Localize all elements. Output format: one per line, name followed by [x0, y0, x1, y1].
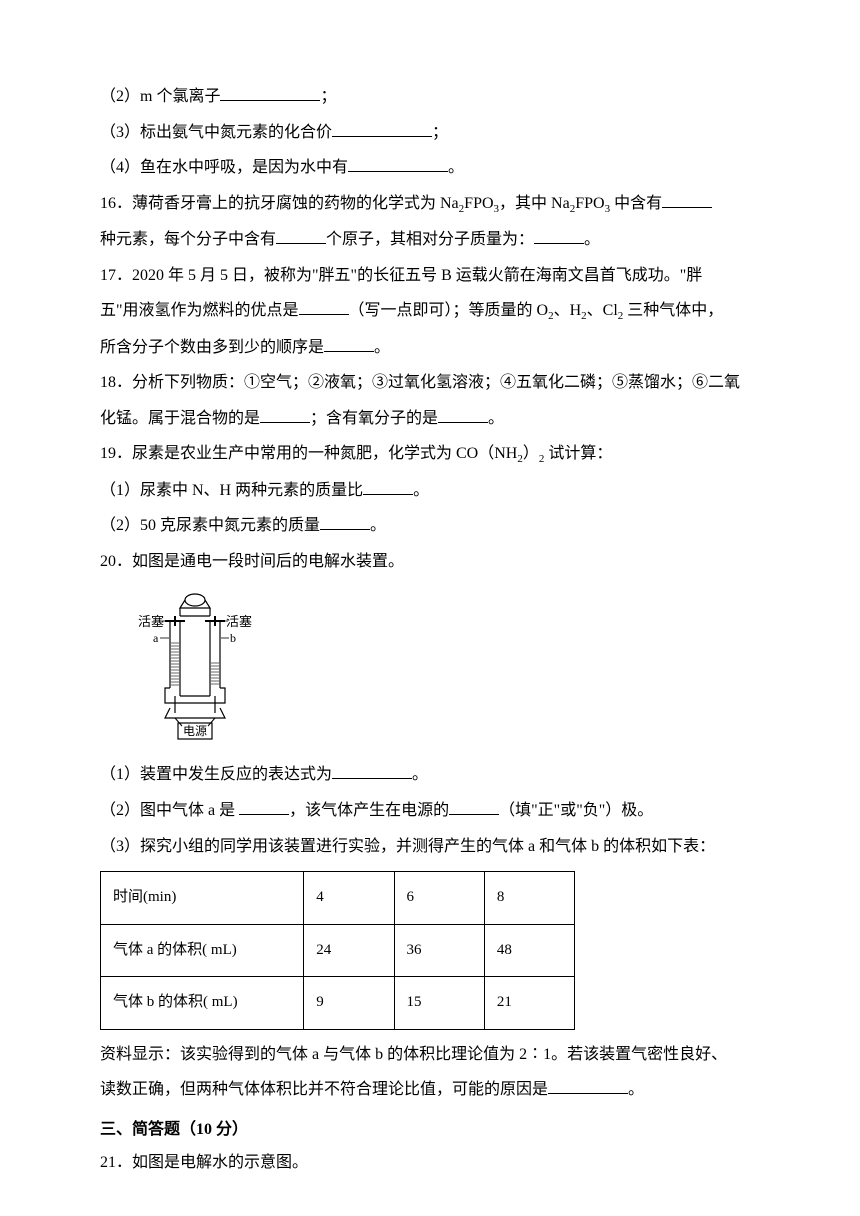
stopper-label-left: 活塞 [138, 614, 164, 629]
q15-part2-text: （2）m 个氯离子 [100, 88, 220, 105]
q15-part4-text: （4）鱼在水中呼吸，是因为水中有 [100, 159, 348, 176]
blank [548, 1078, 628, 1094]
q16-line1: 16．薄荷香牙膏上的抗牙腐蚀的药物的化学式为 Na2FPO3，其中 Na2FPO… [100, 187, 760, 221]
q17-line1: 17．2020 年 5 月 5 日，被称为"胖五"的长征五号 B 运载火箭在海南… [100, 259, 760, 293]
stopper-label-right: 活塞 [226, 614, 252, 629]
blank [332, 121, 432, 137]
q20-part3: （3）探究小组的同学用该装置进行实验，并测得产生的气体 a 和气体 b 的体积如… [100, 830, 760, 864]
power-label: 电源 [183, 724, 207, 738]
cell: 48 [484, 924, 574, 977]
cell: 21 [484, 977, 574, 1030]
cell-gas-b-header: 气体 b 的体积( mL) [101, 977, 304, 1030]
q16-prefix: 16．薄荷香牙膏上的抗牙腐蚀的药物的化学式为 Na [100, 195, 459, 212]
blank [239, 799, 289, 815]
blank [299, 299, 349, 315]
q17-line2: 五"用液氢作为燃料的优点是（写一点即可）；等质量的 O2、H2、Cl2 三种气体… [100, 294, 760, 328]
cell: 9 [304, 977, 394, 1030]
semi: ； [320, 88, 336, 105]
cell: 36 [394, 924, 484, 977]
cell: 8 [484, 872, 574, 925]
blank [260, 407, 310, 423]
q18-line1: 18．分析下列物质：①空气；②液氧；③过氧化氢溶液；④五氧化二磷；⑤蒸馏水；⑥二… [100, 366, 760, 400]
q19-part1: （1）尿素中 N、H 两种元素的质量比。 [100, 474, 760, 508]
cell: 4 [304, 872, 394, 925]
q18-line2: 化锰。属于混合物的是；含有氧分子的是。 [100, 402, 760, 436]
table-row: 时间(min) 4 6 8 [101, 872, 575, 925]
q17-line3: 所含分子个数由多到少的顺序是。 [100, 331, 760, 365]
gas-volume-table: 时间(min) 4 6 8 气体 a 的体积( mL) 24 36 48 气体 … [100, 871, 575, 1030]
blank [449, 799, 499, 815]
blank [438, 407, 488, 423]
q20-part1: （1）装置中发生反应的表达式为。 [100, 758, 760, 792]
blank [332, 763, 412, 779]
blank [276, 228, 326, 244]
section3-title: 三、简答题（10 分） [100, 1113, 760, 1147]
q15-part3-text: （3）标出氨气中氮元素的化合价 [100, 124, 332, 141]
blank [662, 192, 712, 208]
blank [320, 514, 370, 530]
q16-line2: 种元素，每个分子中含有个原子，其相对分子质量为：。 [100, 223, 760, 257]
cell-gas-a-header: 气体 a 的体积( mL) [101, 924, 304, 977]
table-row: 气体 a 的体积( mL) 24 36 48 [101, 924, 575, 977]
q20-note2: 读数正确，但两种气体体积比并不符合理论比值，可能的原因是。 [100, 1073, 760, 1107]
semi: ； [432, 124, 448, 141]
q21: 21．如图是电解水的示意图。 [100, 1146, 760, 1180]
label-a: a [153, 631, 159, 645]
q19-part2: （2）50 克尿素中氮元素的质量。 [100, 509, 760, 543]
blank [220, 85, 320, 101]
q20-intro: 20．如图是通电一段时间后的电解水装置。 [100, 545, 760, 579]
q15-part3: （3）标出氨气中氮元素的化合价 ； [100, 116, 760, 150]
blank [363, 479, 413, 495]
q15-part2: （2）m 个氯离子 ； [100, 80, 760, 114]
q19-line1: 19．尿素是农业生产中常用的一种氮肥，化学式为 CO（NH2）2 试计算： [100, 437, 760, 471]
period: 。 [448, 159, 464, 176]
cell: 24 [304, 924, 394, 977]
blank [348, 156, 448, 172]
cell: 15 [394, 977, 484, 1030]
blank [324, 336, 374, 352]
label-b: b [230, 631, 236, 645]
q20-note1: 资料显示：该实验得到的气体 a 与气体 b 的体积比理论值为 2∶1。若该装置气… [100, 1038, 760, 1072]
blank [534, 228, 584, 244]
q20-part2: （2）图中气体 a 是 ，该气体产生在电源的（填"正"或"负"）极。 [100, 794, 760, 828]
electrolysis-svg: 电源 活塞 活塞 a b [120, 588, 270, 748]
cell-time-header: 时间(min) [101, 872, 304, 925]
table-row: 气体 b 的体积( mL) 9 15 21 [101, 977, 575, 1030]
q15-part4: （4）鱼在水中呼吸，是因为水中有 。 [100, 151, 760, 185]
cell: 6 [394, 872, 484, 925]
electrolysis-diagram: 电源 活塞 活塞 a b [120, 588, 270, 748]
